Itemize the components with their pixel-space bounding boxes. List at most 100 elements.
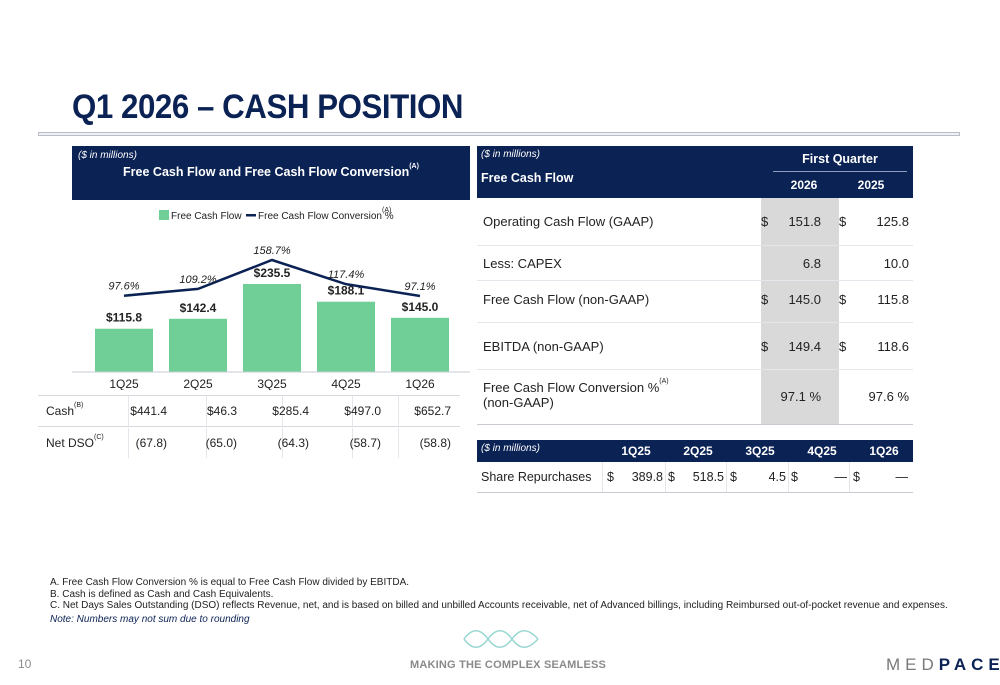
value-2025: 97.6 % xyxy=(869,389,910,404)
col-divider xyxy=(602,462,603,492)
dollar-sign: $ xyxy=(791,470,798,484)
chart-title-text: Free Cash Flow and Free Cash Flow Conver… xyxy=(123,165,410,179)
col-divider xyxy=(849,462,850,492)
row-label-dso: Net DSO(C) xyxy=(46,434,104,450)
footnote-a: A. Free Cash Flow Conversion % is equal … xyxy=(50,577,410,588)
current-period-shade xyxy=(761,198,839,424)
cash-label-text: Cash xyxy=(46,404,75,418)
col-divider xyxy=(398,396,399,426)
legend-line-sup: (A) xyxy=(382,207,391,214)
row-rule xyxy=(477,280,913,281)
row-rule xyxy=(477,424,913,425)
repurchase-4q25: — xyxy=(834,470,848,484)
bar-label-1q26: $145.0 xyxy=(402,300,439,314)
bar-4q25 xyxy=(317,301,375,372)
value-2026: 6.8 xyxy=(802,256,821,271)
line-label-3q25: 158.7% xyxy=(253,245,291,257)
bar-1q25 xyxy=(95,328,153,372)
cash-2q25: $46.3 xyxy=(206,404,237,418)
dollar-sign: $ xyxy=(730,470,737,484)
x-tick-1q25: 1Q25 xyxy=(109,377,139,390)
fcf-table-header: ($ in millions) Free Cash Flow First Qua… xyxy=(477,146,913,198)
line-label-1q26: 97.1% xyxy=(404,281,435,293)
chart-title-sup: (A) xyxy=(409,163,419,170)
row-label: EBITDA (non-GAAP) xyxy=(483,339,604,354)
bar-2q25 xyxy=(169,318,227,372)
share-table-units: ($ in millions) xyxy=(481,443,540,454)
footnote-c: C. Net Days Sales Outstanding (DSO) refl… xyxy=(50,600,948,611)
row-rule xyxy=(477,322,913,323)
legend-line-swatch xyxy=(246,214,256,217)
col-divider xyxy=(788,462,789,492)
value-2026: 145.0 xyxy=(788,292,821,307)
conversion-label-sub: (non-GAAP) xyxy=(483,395,554,410)
cash-1q26: $652.7 xyxy=(414,404,451,418)
dollar-sign: $ xyxy=(668,470,675,484)
page-number: 10 xyxy=(18,657,32,671)
logo-med: MED xyxy=(886,655,939,674)
x-tick-1q26: 1Q26 xyxy=(405,377,435,390)
col-divider xyxy=(128,428,129,458)
dollar-sign: $ xyxy=(761,292,769,307)
line-label-1q25: 97.6% xyxy=(108,281,139,293)
col-divider xyxy=(352,396,353,426)
x-tick-4q25: 4Q25 xyxy=(331,377,361,390)
value-2026: 97.1 % xyxy=(781,389,822,404)
page-title: Q1 2026 – CASH POSITION xyxy=(72,88,463,126)
fcf-chart: Free Cash Flow Free Cash Flow Conversion… xyxy=(72,207,470,390)
col-4q25: 4Q25 xyxy=(807,444,837,458)
table-rule xyxy=(38,395,460,396)
value-2025: 115.8 xyxy=(877,292,909,307)
dollar-sign: $ xyxy=(761,339,769,354)
dso-4q25: (58.7) xyxy=(349,436,381,450)
dso-1q25: (67.8) xyxy=(135,436,167,450)
table-row: Share Repurchases $ 389.8 $ 518.5 $ 4.5 … xyxy=(477,462,913,492)
col-divider xyxy=(352,428,353,458)
line-label-4q25: 117.4% xyxy=(328,269,365,281)
col-2025: 2025 xyxy=(857,178,885,192)
logo-pace: PACE xyxy=(938,655,1000,674)
col-divider xyxy=(282,428,283,458)
fcf-table-units: ($ in millions) xyxy=(481,149,540,160)
fcf-table-title: Free Cash Flow xyxy=(481,171,574,185)
table-row: Free Cash Flow Conversion %(A) (non-GAAP)… xyxy=(477,378,913,424)
period-underline xyxy=(773,171,907,172)
legend-bar-swatch xyxy=(159,210,169,220)
col-divider xyxy=(665,462,666,492)
col-1q25: 1Q25 xyxy=(621,444,651,458)
share-table-header: ($ in millions) 1Q25 2Q25 3Q25 4Q25 1Q26 xyxy=(477,440,913,462)
dna-icon xyxy=(463,630,539,648)
legend-line-text: Free Cash Flow Conversion % xyxy=(258,211,394,222)
cash-1q25: $441.4 xyxy=(130,404,167,418)
title-divider xyxy=(38,132,960,136)
col-divider xyxy=(726,462,727,492)
row-label: Operating Cash Flow (GAAP) xyxy=(483,214,654,229)
bar-1q26 xyxy=(391,317,449,372)
bar-label-4q25: $188.1 xyxy=(328,284,365,298)
value-2026: 151.8 xyxy=(788,214,821,229)
dso-3q25: (64.3) xyxy=(277,436,309,450)
conversion-sup: (A) xyxy=(659,378,669,385)
table-row: Cash(B) $441.4 $46.3 $285.4 $497.0 $652.… xyxy=(38,396,460,426)
pct-sign: % xyxy=(809,389,821,404)
value-2026: 149.4 xyxy=(788,339,821,354)
dollar-sign: $ xyxy=(761,214,769,229)
col-divider xyxy=(206,428,207,458)
value-2025: 10.0 xyxy=(883,256,909,271)
rounding-note: Note: Numbers may not sum due to roundin… xyxy=(50,614,250,625)
row-label: Free Cash Flow Conversion %(A) (non-GAAP) xyxy=(483,378,669,410)
col-divider xyxy=(282,396,283,426)
footnote-b: B. Cash is defined as Cash and Cash Equi… xyxy=(50,589,274,600)
conversion-line xyxy=(123,258,421,298)
col-3q25: 3Q25 xyxy=(745,444,775,458)
value-2025: 125.8 xyxy=(876,214,909,229)
dollar-sign: $ xyxy=(839,214,847,229)
cash-3q25: $285.4 xyxy=(272,404,309,418)
dso-1q26: (58.8) xyxy=(419,436,451,450)
dollar-sign: $ xyxy=(839,292,847,307)
legend-bar-label: Free Cash Flow xyxy=(171,211,242,222)
dso-label-text: Net DSO xyxy=(46,436,95,450)
repurchase-1q25: 389.8 xyxy=(631,470,663,484)
bar-3q25 xyxy=(243,284,301,372)
tagline: MAKING THE COMPLEX SEAMLESS xyxy=(410,659,607,671)
